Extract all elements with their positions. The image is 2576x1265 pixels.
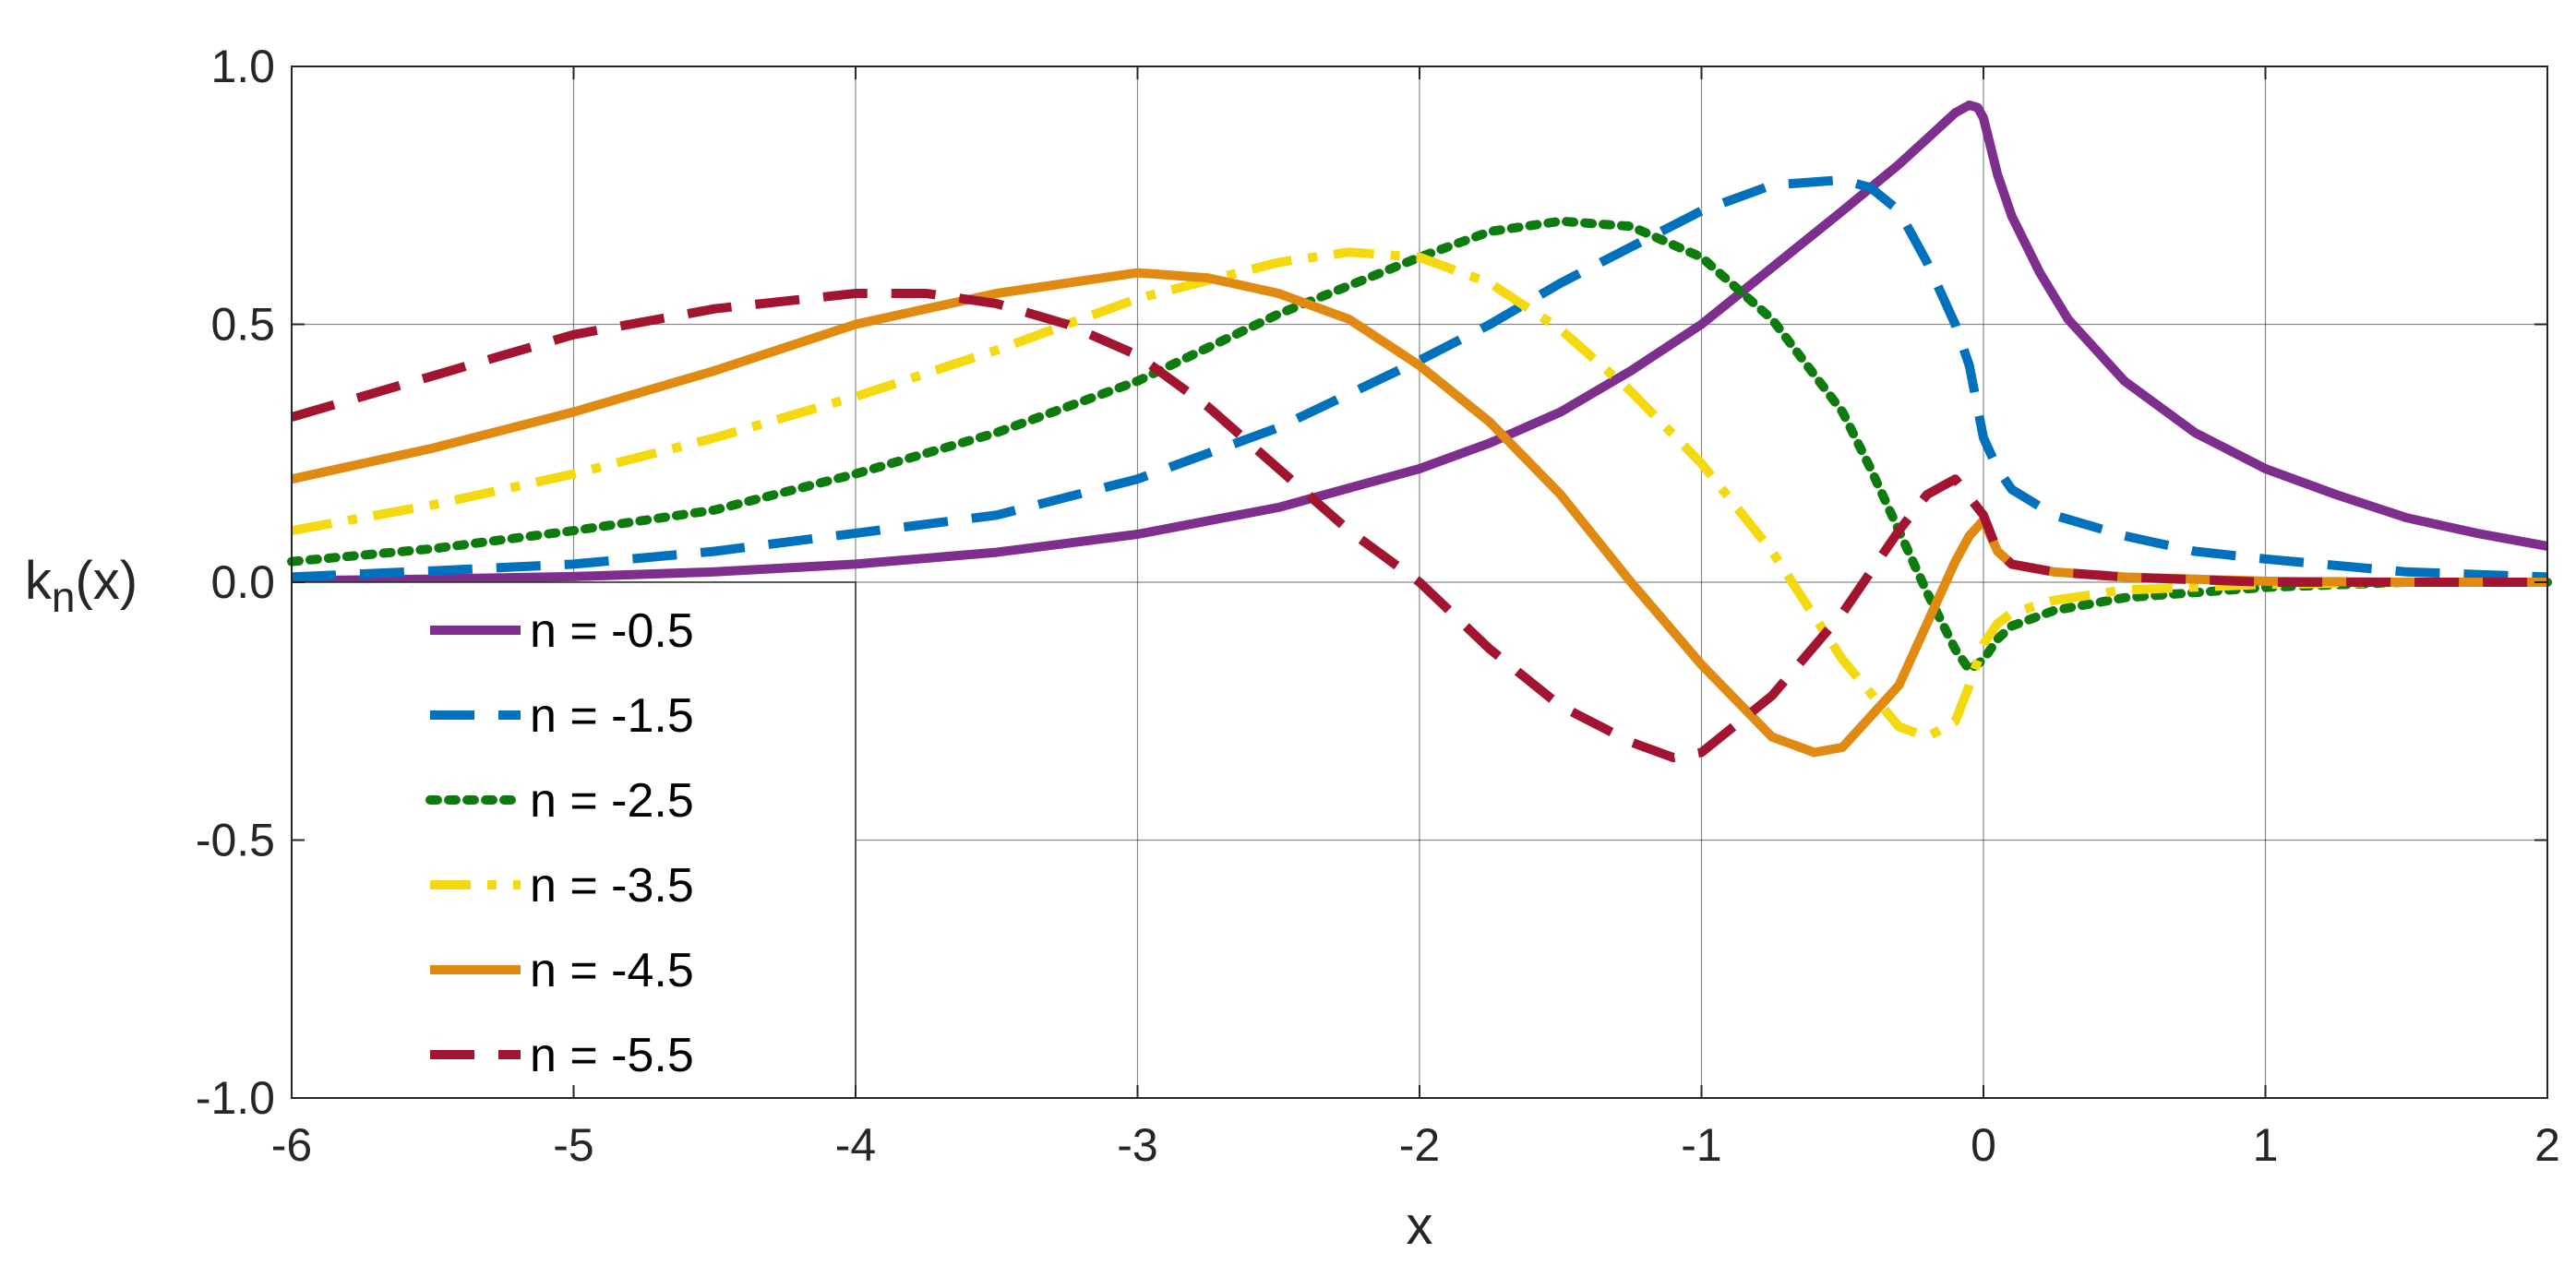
y-axis-label-suffix: (x)	[75, 551, 138, 611]
legend-label: n = -5.5	[530, 1029, 694, 1082]
y-tick-label: 0.5	[210, 299, 275, 351]
x-axis-label: x	[1407, 1196, 1433, 1256]
series-line-6	[290, 289, 2547, 763]
legend-label: n = -0.5	[530, 604, 694, 658]
y-axis-label-subscript: n	[52, 573, 76, 621]
series-layer	[287, 100, 2552, 763]
x-tick-label: -3	[1117, 1119, 1157, 1171]
legend: n = -0.5 n = -1.5 n = -2.5 n = -3.5 n = -4.5…	[291, 581, 857, 1099]
series-line-3	[287, 216, 2552, 674]
x-tick-label: -5	[553, 1119, 593, 1171]
ticks: -6 -5 -4 -3 -2 -1 0 1 2 -1.0 -0.5 0.0 0.5 1.0	[196, 41, 2560, 1171]
legend-label: n = -2.5	[530, 774, 694, 828]
legend-box	[291, 581, 857, 1099]
legend-label: n = -4.5	[530, 944, 694, 997]
y-tick-label: -1.0	[196, 1072, 275, 1124]
series-line-2	[291, 175, 2548, 582]
legend-label: n = -3.5	[530, 859, 694, 913]
x-tick-label: 2	[2534, 1119, 2560, 1171]
x-tick-label: -4	[835, 1119, 876, 1171]
legend-label: n = -1.5	[530, 689, 694, 743]
y-axis-label-base: k	[25, 551, 53, 611]
x-tick-label: 0	[1971, 1119, 1996, 1171]
x-tick-label: -2	[1399, 1119, 1440, 1171]
x-tick-label: -6	[271, 1119, 312, 1171]
y-tick-label: -0.5	[196, 815, 275, 866]
y-tick-label: 0.0	[210, 556, 275, 608]
series-line-4	[291, 247, 2547, 742]
x-tick-label: -1	[1681, 1119, 1721, 1171]
series-line-1	[291, 100, 2548, 586]
y-tick-label: 1.0	[210, 41, 275, 92]
y-axis-label: kn(x)	[25, 551, 138, 621]
x-tick-label: 1	[2253, 1119, 2279, 1171]
